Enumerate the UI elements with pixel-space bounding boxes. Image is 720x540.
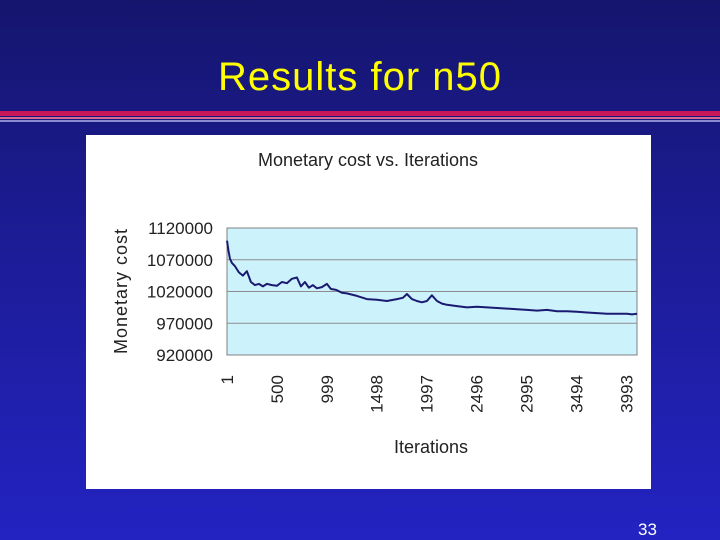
y-axis-label: Monetary cost	[111, 228, 131, 354]
x-tick-label: 3993	[617, 375, 636, 413]
y-tick-label: 970000	[156, 314, 213, 333]
y-tick-label: 920000	[156, 346, 213, 365]
x-tick-label: 2496	[468, 375, 487, 413]
x-tick-label: 500	[268, 375, 287, 403]
x-tick-label: 1	[218, 375, 237, 384]
y-tick-label: 1070000	[147, 251, 213, 270]
series-line-monetary-cost	[226, 240, 638, 316]
x-tick-label: 3494	[567, 375, 586, 413]
title-divider-lavender	[0, 120, 720, 122]
y-tick-label: 1020000	[147, 283, 213, 302]
x-axis-label: Iterations	[394, 437, 468, 457]
page-number: 33	[638, 520, 657, 539]
grid-lines	[227, 259, 637, 324]
slide-title: Results for n50	[217, 55, 503, 99]
title-divider-pink	[0, 117, 720, 119]
title-divider-red	[0, 111, 720, 116]
x-tick-label: 2995	[517, 375, 536, 413]
y-tick-labels: 920000 970000 1020000 1070000 1120000	[147, 219, 213, 365]
x-tick-label: 1997	[418, 375, 437, 413]
monetary-cost-chart: Monetary cost vs. Iterations Monetary co…	[111, 150, 638, 457]
x-tick-label: 999	[318, 375, 337, 403]
x-tick-labels: 1 500 999 1498 1997 2496 2995 3494 3993	[218, 375, 636, 413]
x-tick-label: 1498	[368, 375, 387, 413]
chart-panel: Monetary cost vs. Iterations Monetary co…	[86, 135, 651, 489]
chart-title: Monetary cost vs. Iterations	[258, 150, 478, 170]
y-tick-label: 1120000	[148, 219, 213, 238]
